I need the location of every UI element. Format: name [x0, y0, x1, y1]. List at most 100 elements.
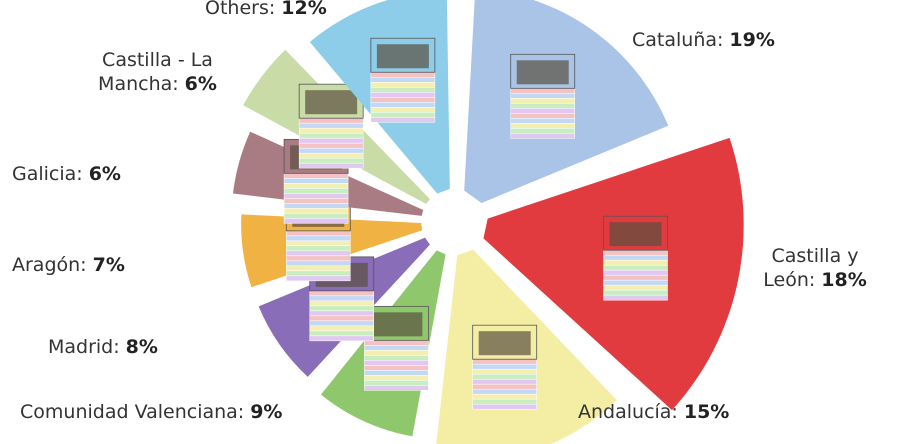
book-page [473, 369, 537, 374]
book-page [364, 350, 428, 355]
book-page [284, 213, 348, 218]
slice-label: Castilla - La Mancha:6% [70, 48, 245, 96]
book-page [473, 399, 537, 404]
book-stack [473, 325, 537, 409]
book-photo [517, 60, 569, 84]
book-page [371, 112, 435, 117]
book-page [286, 261, 350, 266]
book-page [286, 266, 350, 271]
book-page [511, 103, 575, 108]
book-page [364, 380, 428, 385]
book-page [371, 102, 435, 107]
book-stack [604, 216, 668, 300]
category-label: Others: [205, 0, 275, 19]
category-label: Galicia: [12, 163, 83, 185]
slice-label: Madrid: 8% [48, 335, 248, 359]
book-page [604, 265, 668, 270]
book-page [310, 321, 374, 326]
value-label: 18% [821, 269, 866, 291]
value-label: 6% [185, 73, 217, 95]
book-stack [511, 54, 575, 138]
book-page [511, 133, 575, 138]
value-label: 12% [281, 0, 326, 19]
value-label: 8% [126, 336, 158, 358]
book-page [310, 336, 374, 341]
book-page [604, 295, 668, 300]
book-page [286, 251, 350, 256]
book-page [299, 133, 363, 138]
book-page [604, 255, 668, 260]
book-photo [377, 44, 429, 68]
book-page [364, 385, 428, 390]
book-page [604, 285, 668, 290]
category-label: Andalucía: [578, 401, 678, 423]
book-page [511, 88, 575, 93]
book-page [511, 98, 575, 103]
book-page [511, 123, 575, 128]
book-page [371, 77, 435, 82]
book-page [284, 173, 348, 178]
book-page [473, 364, 537, 369]
book-page [286, 271, 350, 276]
value-label: 19% [729, 29, 774, 51]
book-page [511, 118, 575, 123]
slice-label: Andalucía:15% [578, 400, 808, 424]
book-page [284, 188, 348, 193]
book-page [473, 379, 537, 384]
book-stack [371, 38, 435, 122]
book-page [286, 236, 350, 241]
slice-label: Castilla y León:18% [720, 244, 910, 292]
book-page [473, 374, 537, 379]
slice-label: Aragón:7% [12, 253, 212, 277]
book-page [299, 123, 363, 128]
book-page [310, 296, 374, 301]
value-label: 9% [250, 401, 282, 423]
book-page [511, 108, 575, 113]
slice-label: Galicia: 6% [12, 162, 212, 186]
book-page [371, 107, 435, 112]
value-label: 6% [89, 163, 121, 185]
book-page [299, 158, 363, 163]
book-page [299, 138, 363, 143]
book-page [473, 404, 537, 409]
category-label: Madrid: [48, 336, 120, 358]
book-page [371, 82, 435, 87]
book-page [299, 118, 363, 123]
book-page [299, 148, 363, 153]
book-page [364, 365, 428, 370]
book-page [299, 163, 363, 168]
book-page [310, 311, 374, 316]
chart: Cataluña:19% Castilla y León:18% Andalucía… [0, 0, 911, 444]
book-page [286, 231, 350, 236]
book-page [364, 360, 428, 365]
book-page [364, 355, 428, 360]
value-label: 7% [93, 254, 125, 276]
book-photo [610, 222, 662, 246]
book-photo [370, 312, 422, 336]
book-photo [479, 331, 531, 355]
book-page [604, 270, 668, 275]
book-page [284, 203, 348, 208]
book-page [284, 208, 348, 213]
book-page [511, 128, 575, 133]
book-page [310, 306, 374, 311]
book-page [604, 275, 668, 280]
book-page [286, 256, 350, 261]
book-page [604, 290, 668, 295]
book-page [364, 375, 428, 380]
book-photo [305, 90, 357, 114]
book-page [284, 198, 348, 203]
book-page [299, 143, 363, 148]
book-page [364, 345, 428, 350]
slice-label: Others: 12% [205, 0, 405, 20]
book-stack [299, 84, 363, 168]
book-page [310, 316, 374, 321]
category-label: Comunidad Valenciana: [20, 401, 244, 423]
book-page [310, 331, 374, 336]
book-page [473, 359, 537, 364]
slice-label: Cataluña:19% [632, 28, 832, 52]
book-page [371, 92, 435, 97]
book-page [310, 326, 374, 331]
book-page [473, 389, 537, 394]
book-page [286, 276, 350, 281]
